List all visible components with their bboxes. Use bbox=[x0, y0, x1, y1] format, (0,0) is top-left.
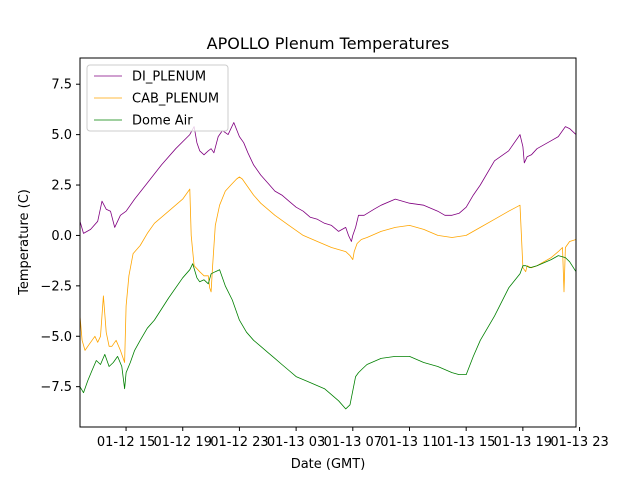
x-tick-label: 01-13 15 bbox=[437, 435, 495, 450]
y-tick-label: 2.5 bbox=[51, 179, 72, 194]
y-tick-label: 0.0 bbox=[51, 229, 72, 244]
legend-box bbox=[86, 64, 229, 132]
y-tick-label: 7.5 bbox=[51, 78, 72, 93]
chart-title: APOLLO Plenum Temperatures bbox=[207, 34, 450, 53]
y-axis-label: Temperature (C) bbox=[17, 189, 32, 296]
x-tick-label: 01-13 19 bbox=[494, 435, 552, 450]
legend-label: Dome Air bbox=[132, 114, 193, 129]
x-axis-label: Date (GMT) bbox=[291, 457, 366, 472]
x-tick-label: 01-12 23 bbox=[210, 435, 268, 450]
series-layer bbox=[79, 122, 577, 410]
plot-frame bbox=[79, 57, 577, 428]
x-tick-label: 01-13 23 bbox=[550, 435, 608, 450]
y-tick-label: −5.0 bbox=[40, 330, 72, 345]
x-tick-label: 01-13 07 bbox=[324, 435, 382, 450]
legend-label: DI_PLENUM bbox=[132, 70, 206, 85]
y-tick-label: 5.0 bbox=[51, 128, 72, 143]
series-line-cab-plenum bbox=[79, 176, 577, 363]
x-tick-label: 01-12 15 bbox=[97, 435, 155, 450]
x-tick-label: 01-13 11 bbox=[380, 435, 438, 450]
series-line-dome-air bbox=[79, 255, 577, 410]
x-tick-label: 01-13 03 bbox=[267, 435, 325, 450]
y-tick-label: −7.5 bbox=[40, 380, 72, 395]
y-tick-label: −2.5 bbox=[40, 279, 72, 294]
x-tick-label: 01-12 19 bbox=[154, 435, 212, 450]
legend: DI_PLENUM CAB_PLENUM Dome Air bbox=[86, 64, 229, 132]
y-axis-ticks: −7.5 −5.0 −2.5 0.0 2.5 5.0 7.5 bbox=[40, 78, 80, 395]
series-line-di-plenum bbox=[79, 122, 577, 242]
legend-label: CAB_PLENUM bbox=[132, 92, 219, 107]
